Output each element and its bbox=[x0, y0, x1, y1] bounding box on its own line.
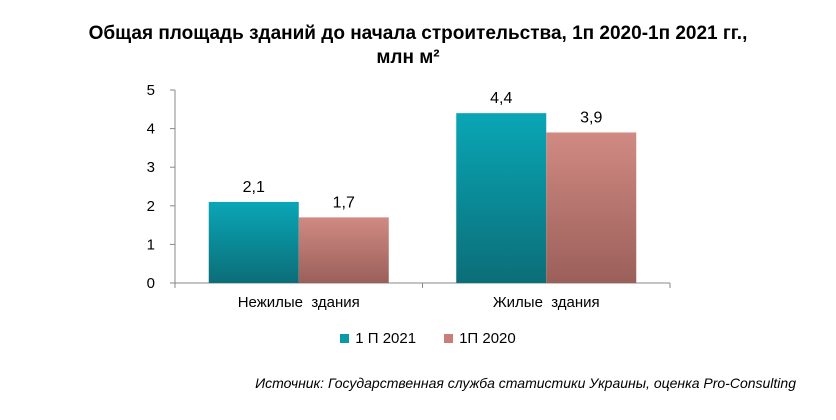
data-label: 1,7 bbox=[333, 194, 355, 211]
chart-title-line1: Общая площадь зданий до начала строитель… bbox=[88, 23, 748, 44]
y-tick-label: 5 bbox=[147, 82, 155, 99]
bar-2020-1 bbox=[546, 132, 637, 283]
data-label: 3,9 bbox=[580, 109, 602, 126]
bar-2020-0 bbox=[298, 217, 389, 283]
legend-swatch-2021 bbox=[340, 334, 350, 343]
legend: 1 П 2021 1П 2020 bbox=[0, 330, 836, 347]
y-tick-label: 1 bbox=[147, 236, 155, 253]
y-tick-label: 0 bbox=[147, 275, 155, 292]
bar-2021-0 bbox=[208, 201, 299, 283]
chart-title-line2: млн м² bbox=[376, 47, 440, 68]
data-label: 4,4 bbox=[490, 90, 512, 107]
y-tick-label: 4 bbox=[147, 121, 155, 138]
category-label: Жилые здания bbox=[493, 294, 600, 311]
legend-label-2020: 1П 2020 bbox=[459, 330, 516, 347]
bar-2021-1 bbox=[456, 113, 547, 283]
source-note: Источник: Государственная служба статист… bbox=[255, 375, 796, 391]
y-tick-label: 3 bbox=[147, 159, 155, 176]
chart-title: Общая площадь зданий до начала строитель… bbox=[0, 22, 836, 70]
bar-chart: 0 1 2 3 4 5 Нежилые здания Жилые здания 2,1 1,7 4… bbox=[147, 82, 671, 311]
legend-swatch-2020 bbox=[444, 334, 454, 343]
legend-label-2021: 1 П 2021 bbox=[355, 330, 417, 347]
data-label: 2,1 bbox=[243, 179, 265, 196]
legend-item-2021: 1 П 2021 bbox=[340, 330, 416, 347]
legend-item-2020: 1П 2020 bbox=[444, 330, 516, 347]
y-tick-label: 2 bbox=[147, 198, 155, 215]
category-label: Нежилые здания bbox=[238, 294, 360, 311]
